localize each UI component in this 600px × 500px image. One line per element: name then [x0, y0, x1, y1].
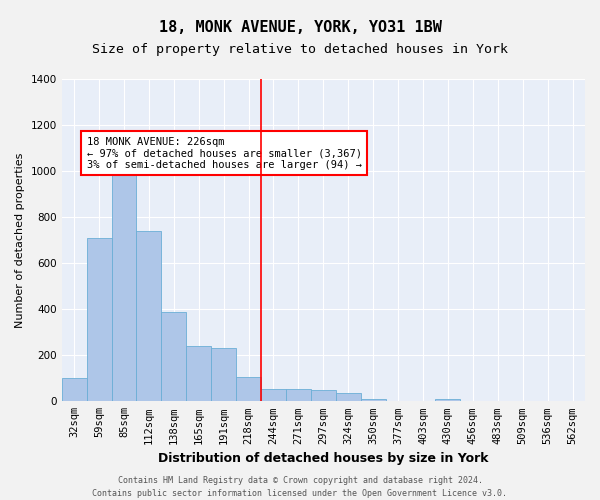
Text: Size of property relative to detached houses in York: Size of property relative to detached ho… [92, 42, 508, 56]
Text: Contains HM Land Registry data © Crown copyright and database right 2024.
Contai: Contains HM Land Registry data © Crown c… [92, 476, 508, 498]
Text: 18, MONK AVENUE, YORK, YO31 1BW: 18, MONK AVENUE, YORK, YO31 1BW [158, 20, 442, 35]
Bar [161, 312, 186, 402]
X-axis label: Distribution of detached houses by size in York: Distribution of detached houses by size … [158, 452, 488, 465]
Text: 18 MONK AVENUE: 226sqm
← 97% of detached houses are smaller (3,367)
3% of semi-d: 18 MONK AVENUE: 226sqm ← 97% of detached… [86, 136, 362, 170]
Y-axis label: Number of detached properties: Number of detached properties [15, 152, 25, 328]
Bar [336, 392, 361, 402]
Bar [286, 388, 311, 402]
Bar [186, 346, 211, 402]
Bar [62, 378, 86, 402]
Bar [86, 238, 112, 402]
Bar [361, 399, 386, 402]
Bar [236, 377, 261, 402]
Bar [261, 388, 286, 402]
Bar [112, 160, 136, 402]
Bar [211, 348, 236, 402]
Bar [436, 399, 460, 402]
Bar [136, 231, 161, 402]
Bar [311, 390, 336, 402]
